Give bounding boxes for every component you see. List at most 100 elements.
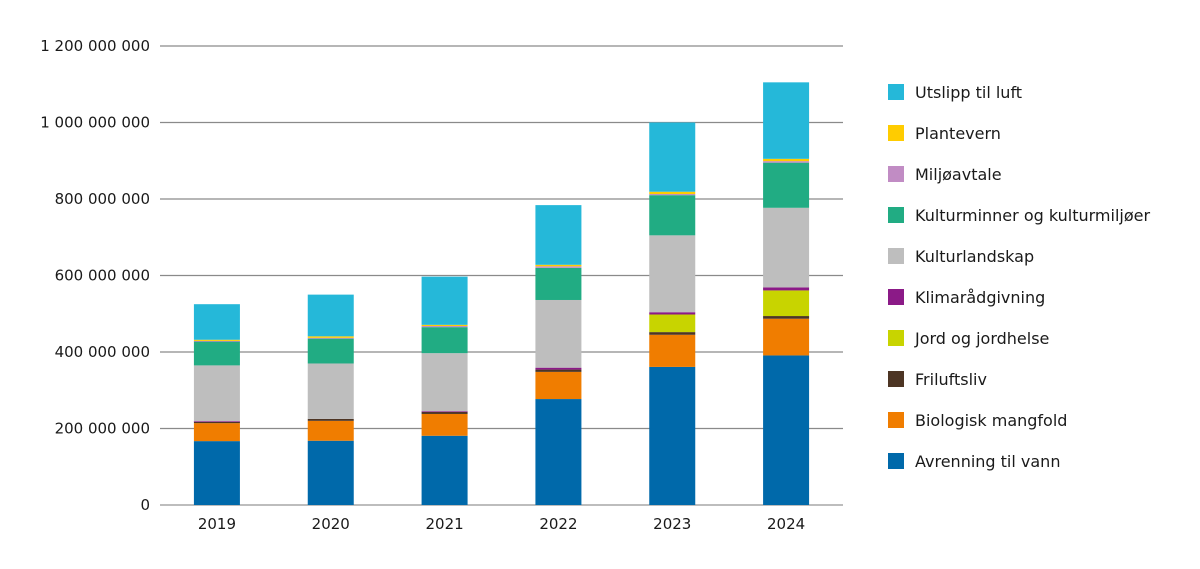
legend-label: Biologisk mangfold [915, 411, 1067, 430]
bar-segment [649, 366, 696, 505]
bars [193, 82, 810, 505]
x-tick-label: 2021 [425, 515, 463, 533]
y-tick-label: 1 000 000 000 [40, 114, 150, 132]
bar-segment [649, 312, 696, 315]
bar-segment [763, 158, 810, 162]
bar-stack-2020 [307, 294, 354, 505]
gridlines [160, 45, 843, 506]
bar-segment [307, 440, 354, 505]
legend-label: Miljøavtale [915, 165, 1002, 184]
x-tick-label: 2022 [539, 515, 577, 533]
bar-segment [193, 341, 240, 366]
legend-item: Jord og jordhelse [888, 329, 1049, 348]
bar-segment [193, 423, 240, 442]
bar-stack-2022 [535, 205, 582, 505]
y-axis-ticks: 0 200 000 000 400 000 000 600 000 000 800 00… [40, 37, 150, 514]
legend: Utslipp til luft Plantevern Miljøavtale Kul… [888, 83, 1150, 471]
legend-swatch [888, 289, 904, 305]
legend-item: Friluftsliv [888, 370, 987, 389]
x-tick-label: 2020 [312, 515, 350, 533]
x-tick-label: 2024 [767, 515, 805, 533]
bar-segment [649, 122, 696, 192]
legend-label: Avrenning til vann [915, 452, 1060, 471]
bar-segment [307, 337, 354, 339]
y-tick-label: 600 000 000 [55, 267, 150, 285]
y-tick-label: 800 000 000 [55, 190, 150, 208]
bar-segment [763, 316, 810, 319]
legend-swatch [888, 453, 904, 469]
bar-segment [649, 194, 696, 196]
bar-segment [763, 161, 810, 163]
bar-segment [763, 355, 810, 505]
bar-segment [535, 367, 582, 370]
legend-swatch [888, 125, 904, 141]
legend-item: Plantevern [888, 124, 1001, 143]
legend-label: Plantevern [915, 124, 1001, 143]
bar-segment [763, 82, 810, 159]
legend-label: Klimarådgivning [915, 288, 1045, 307]
legend-label: Kulturminner og kulturmiljøer [915, 206, 1150, 225]
x-tick-label: 2019 [198, 515, 236, 533]
bar-segment [763, 287, 810, 291]
legend-swatch [888, 371, 904, 387]
bar-segment [535, 369, 582, 372]
x-tick-label: 2023 [653, 515, 691, 533]
bar-stack-2019 [193, 304, 240, 505]
bar-segment [421, 325, 468, 328]
bar-stack-2024 [763, 82, 810, 505]
legend-item: Utslipp til luft [888, 83, 1022, 102]
legend-label: Friluftsliv [915, 370, 987, 389]
bar-segment [307, 418, 354, 421]
legend-item: Kulturlandskap [888, 247, 1034, 266]
x-axis-ticks: 2019 2020 2021 2022 2023 2024 [198, 515, 805, 533]
legend-swatch [888, 207, 904, 223]
bar-segment [193, 421, 240, 424]
legend-swatch [888, 248, 904, 264]
bar-segment [649, 191, 696, 195]
y-tick-label: 400 000 000 [55, 343, 150, 361]
bar-segment [421, 435, 468, 505]
bar-segment [421, 276, 468, 325]
bar-segment [649, 235, 696, 313]
bar-segment [193, 421, 240, 423]
legend-swatch [888, 412, 904, 428]
bar-segment [763, 318, 810, 356]
bar-segment [421, 413, 468, 436]
bar-segment [421, 411, 468, 413]
bar-segment [307, 294, 354, 337]
bar-segment [421, 411, 468, 414]
bar-segment [307, 420, 354, 441]
legend-label: Jord og jordhelse [914, 329, 1049, 348]
bar-segment [649, 314, 696, 333]
bar-segment [535, 205, 582, 265]
bar-segment [535, 267, 582, 300]
y-tick-label: 200 000 000 [55, 420, 150, 438]
bar-segment [307, 338, 354, 364]
y-tick-label: 0 [140, 496, 150, 514]
bar-segment [649, 195, 696, 236]
legend-swatch [888, 166, 904, 182]
bar-segment [763, 290, 810, 317]
legend-swatch [888, 84, 904, 100]
bar-segment [535, 371, 582, 400]
bar-segment [193, 441, 240, 505]
bar-segment [535, 399, 582, 505]
bar-segment [421, 353, 468, 412]
bar-segment [535, 264, 582, 267]
bar-segment [421, 324, 468, 326]
legend-item: Miljøavtale [888, 165, 1002, 184]
bar-segment [763, 207, 810, 288]
bar-segment [193, 340, 240, 342]
bar-segment [307, 363, 354, 419]
bar-segment [421, 327, 468, 354]
legend-swatch [888, 330, 904, 346]
bar-segment [649, 334, 696, 367]
bar-segment [535, 266, 582, 268]
legend-label: Utslipp til luft [915, 83, 1022, 102]
legend-item: Kulturminner og kulturmiljøer [888, 206, 1150, 225]
legend-item: Klimarådgivning [888, 288, 1045, 307]
y-tick-label: 1 200 000 000 [40, 37, 150, 55]
legend-label: Kulturlandskap [915, 247, 1034, 266]
bar-segment [763, 162, 810, 208]
